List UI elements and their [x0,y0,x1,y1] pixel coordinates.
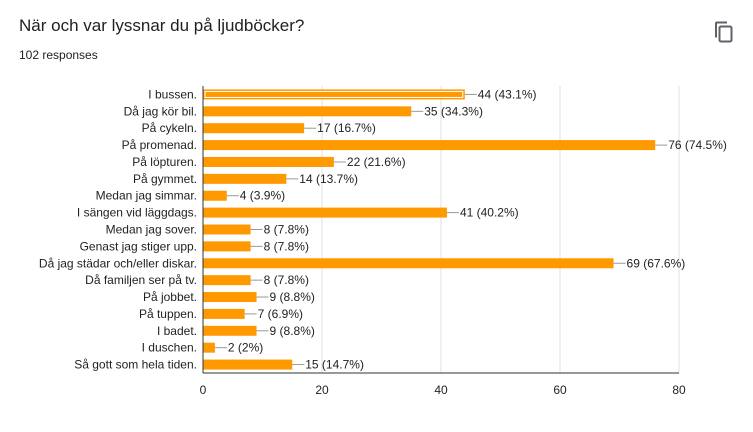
data-label: 17 (16.7%) [317,121,376,135]
category-label: Då jag städar och/eller diskar. [39,256,197,270]
data-label: 22 (21.6%) [347,155,406,169]
bar[interactable] [203,325,257,336]
data-label: 76 (74.5%) [668,138,727,152]
bar[interactable] [203,359,293,370]
data-label: 7 (6.9%) [258,307,303,321]
copy-icon [715,21,733,43]
bar[interactable] [203,173,287,184]
data-label: 14 (13.7%) [299,172,358,186]
bar[interactable] [203,156,334,167]
category-label: På gymmet. [133,172,197,186]
category-label: Genast jag stiger upp. [80,239,197,253]
bar[interactable] [203,106,412,117]
bar[interactable] [203,207,447,218]
bar[interactable] [203,89,465,100]
bar[interactable] [203,123,305,134]
bar[interactable] [203,140,656,151]
bar[interactable] [203,241,251,252]
copy-chart-button[interactable] [710,18,738,46]
category-label: Då familjen ser på tv. [85,273,197,287]
data-label: 8 (7.8%) [264,273,309,287]
category-label: Då jag kör bil. [124,104,197,118]
data-label: 8 (7.8%) [264,223,309,237]
data-label: 35 (34.3%) [424,104,483,118]
category-label: Medan jag sover. [106,223,197,237]
category-label: På cykeln. [142,121,197,135]
bar[interactable] [203,275,251,286]
category-label: På jobbet. [143,290,197,304]
category-label: I duschen. [142,341,197,355]
bar[interactable] [203,292,257,303]
response-count: 102 responses [19,48,98,62]
category-label: På löpturen. [132,155,197,169]
category-label: Medan jag simmar. [96,189,197,203]
x-tick-label: 20 [315,383,329,397]
bar-highlight [204,90,464,98]
bar[interactable] [203,258,614,269]
bar[interactable] [203,190,227,201]
x-tick-label: 60 [553,383,567,397]
category-label: I bussen. [148,87,197,101]
data-label: 9 (8.8%) [270,324,315,338]
category-label: På tuppen. [139,307,197,321]
data-label: 69 (67.6%) [627,256,686,270]
x-tick-label: 0 [200,383,207,397]
x-tick-label: 80 [672,383,686,397]
data-label: 44 (43.1%) [478,87,537,101]
data-label: 4 (3.9%) [240,189,285,203]
data-label: 2 (2%) [228,341,263,355]
category-label: På promenad. [122,138,197,152]
bar[interactable] [203,308,245,319]
data-label: 8 (7.8%) [264,239,309,253]
category-label: I sängen vid läggdags. [77,206,197,220]
bar[interactable] [203,224,251,235]
category-label: Så gott som hela tiden. [74,358,197,372]
category-label: I badet. [157,324,197,338]
x-tick-label: 40 [434,383,448,397]
data-label: 15 (14.7%) [305,358,364,372]
question-title: När och var lyssnar du på ljudböcker? [19,16,305,35]
bar[interactable] [203,342,215,353]
data-label: 9 (8.8%) [270,290,315,304]
data-label: 41 (40.2%) [460,206,519,220]
